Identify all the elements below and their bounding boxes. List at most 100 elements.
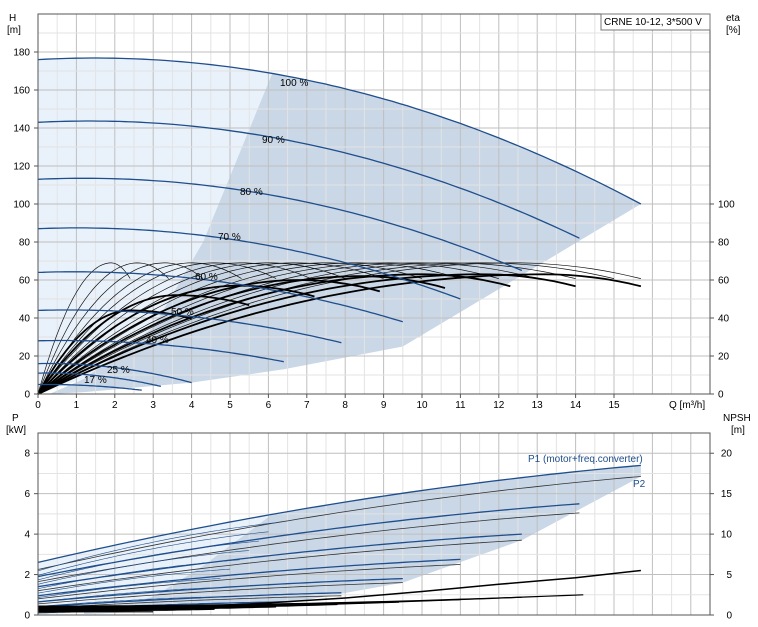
head-curve [38, 372, 162, 388]
head-curve [37, 57, 642, 205]
power-family-curve [37, 596, 202, 607]
power-axis-unit: [kW] [6, 425, 26, 436]
head-curve [38, 383, 142, 391]
power-family-curve [37, 587, 211, 603]
head-tick-label: 180 [13, 48, 30, 59]
flow-tick-label: 13 [532, 400, 544, 411]
efficiency-speed-curve [37, 284, 315, 395]
npsh-tick-label: 15 [721, 489, 733, 500]
head-tick-label: 140 [13, 124, 30, 135]
head-tick-label: 0 [24, 390, 30, 401]
power-family-curve [37, 522, 279, 572]
npsh-speed-curve [38, 594, 584, 607]
flow-tick-label: 8 [342, 400, 348, 411]
flow-tick-label: 2 [112, 400, 118, 411]
flow-tick-label: 7 [304, 400, 310, 411]
npsh-speed-curve [38, 606, 277, 611]
head-tick-label: 20 [19, 352, 31, 363]
p2-series-label: P2 [633, 479, 646, 490]
power-family-curve [37, 550, 250, 585]
efficiency-curve [37, 262, 423, 395]
efficiency-curve [37, 262, 131, 395]
npsh-tick-label: 10 [721, 530, 733, 541]
p2-power-curve [37, 582, 403, 605]
head-curve-label: 100 % [280, 78, 308, 89]
npsh-tick-label: 0 [726, 611, 732, 622]
power-tick-labels: 0 2 4 6 8 0 5 10 15 20 [24, 449, 732, 622]
head-curve [37, 339, 284, 363]
power-tick-label: 0 [24, 611, 30, 622]
efficiency-speed-curve [37, 294, 250, 395]
efficiency-curve [37, 262, 538, 395]
flow-tick-label: 6 [266, 400, 272, 411]
efficiency-curve [37, 262, 461, 395]
power-plot-frame [37, 432, 711, 616]
head-curve [38, 362, 192, 384]
power-family-curve [37, 531, 269, 576]
npsh-axis-label: NPSH [723, 413, 751, 424]
npsh-tick-label: 5 [726, 570, 732, 581]
head-curve-label: 40 % [146, 335, 169, 346]
p1-series-label: P1 (motor+freq.converter) [528, 454, 643, 465]
power-family-curve [37, 559, 240, 589]
head-tick-label: 120 [13, 162, 30, 173]
flow-tick-label: 15 [608, 400, 620, 411]
p2-power-curve [37, 539, 522, 592]
npsh-axis-unit: [m] [731, 425, 745, 436]
flow-tick-label: 1 [74, 400, 80, 411]
flow-tick-label: 0 [35, 400, 41, 411]
eta-tick-label: 40 [718, 314, 730, 325]
efficiency-speed-curve [37, 273, 642, 395]
eta-axis-label: eta [726, 13, 740, 24]
flow-tick-label: 4 [189, 400, 195, 411]
power-axis-label: P [12, 413, 19, 424]
eta-axis-unit: [%] [726, 25, 741, 36]
eta-tick-label: 0 [718, 390, 724, 401]
p1-power-curve [37, 577, 403, 603]
head-grid [38, 14, 710, 394]
chart-title-box [600, 13, 711, 31]
efficiency-curve [37, 262, 277, 395]
npsh-tick-label: 20 [721, 449, 733, 460]
head-curve-label: 60 % [195, 272, 218, 283]
power-operating-region [84, 465, 641, 614]
head-tick-labels: 0 1 2 3 4 5 6 7 8 9 10 11 12 13 14 15020406080100120140… [13, 48, 735, 412]
head-curve-label: 80 % [240, 187, 263, 198]
power-family-curve [37, 578, 221, 598]
head-curves: 100 % 90 % 80 % 70 % 60 % 50 % 40 % 25 %17 % [37, 57, 642, 395]
power-tick-label: 2 [24, 570, 30, 581]
power-family-curve [37, 540, 259, 581]
power-tick-label: 8 [24, 449, 30, 460]
head-tick-label: 160 [13, 86, 30, 97]
head-curve [37, 177, 523, 272]
efficiency-curve [37, 262, 499, 395]
head-curve [37, 271, 403, 323]
power-tick-label: 4 [24, 530, 30, 541]
flow-tick-label: 12 [493, 400, 505, 411]
p1-power-curve [37, 592, 342, 608]
npsh-speed-curve [38, 608, 215, 612]
efficiency-speed-curve [37, 273, 511, 395]
flow-tick-label: 11 [455, 400, 466, 411]
head-axis-unit: [m] [7, 25, 21, 36]
head-tick-label: 100 [13, 200, 30, 211]
flow-tick-label: 10 [416, 400, 428, 411]
head-axis-label: H [9, 13, 16, 24]
head-curve-label: 90 % [262, 135, 285, 146]
head-curve-label: 17 % [84, 375, 107, 386]
head-curve-label: 50 % [171, 307, 194, 318]
flow-tick-label: 9 [381, 400, 387, 411]
p1-power-curve [37, 533, 522, 588]
p2-power-curve [37, 476, 641, 570]
head-curve [37, 309, 342, 344]
chart-title: CRNE 10-12, 3*500 V [604, 17, 702, 28]
efficiency-speed-curve [37, 279, 381, 395]
power-tick-label: 6 [24, 489, 30, 500]
p2-power-curve [37, 564, 461, 600]
power-curves [37, 464, 641, 614]
efficiency-speed-curve [37, 273, 576, 395]
flow-axis-label: Q [m³/h] [669, 400, 705, 411]
p1-power-curve [37, 558, 461, 597]
eta-tick-label: 100 [718, 200, 735, 211]
